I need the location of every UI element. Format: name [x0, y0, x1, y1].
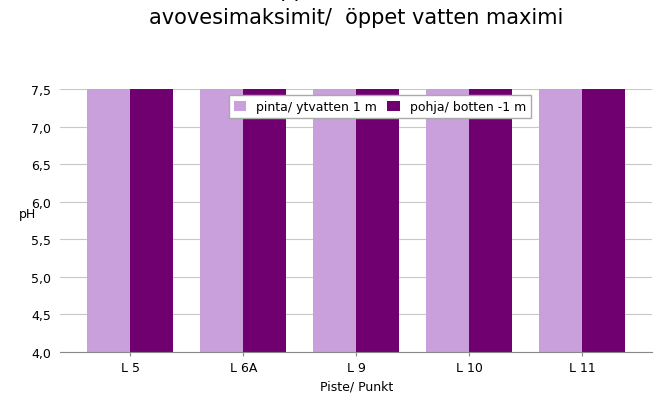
Bar: [200, 0, 243, 352]
Bar: [356, 0, 399, 352]
Bar: [539, 0, 582, 352]
Bar: [130, 0, 173, 352]
Bar: [243, 0, 286, 352]
Y-axis label: pH: pH: [19, 208, 36, 221]
Legend: pinta/ ytvatten 1 m, pohja/ botten -1 m: pinta/ ytvatten 1 m, pohja/ botten -1 m: [228, 96, 531, 119]
Bar: [426, 0, 469, 352]
Title: Happamuus/ Surhet
avovesimaksimit/  öppet vatten maximi: Happamuus/ Surhet avovesimaksimit/ öppet…: [149, 0, 563, 27]
Bar: [313, 0, 356, 352]
Bar: [582, 0, 625, 352]
Bar: [469, 0, 512, 352]
X-axis label: Piste/ Punkt: Piste/ Punkt: [319, 379, 393, 392]
Bar: [87, 0, 130, 352]
